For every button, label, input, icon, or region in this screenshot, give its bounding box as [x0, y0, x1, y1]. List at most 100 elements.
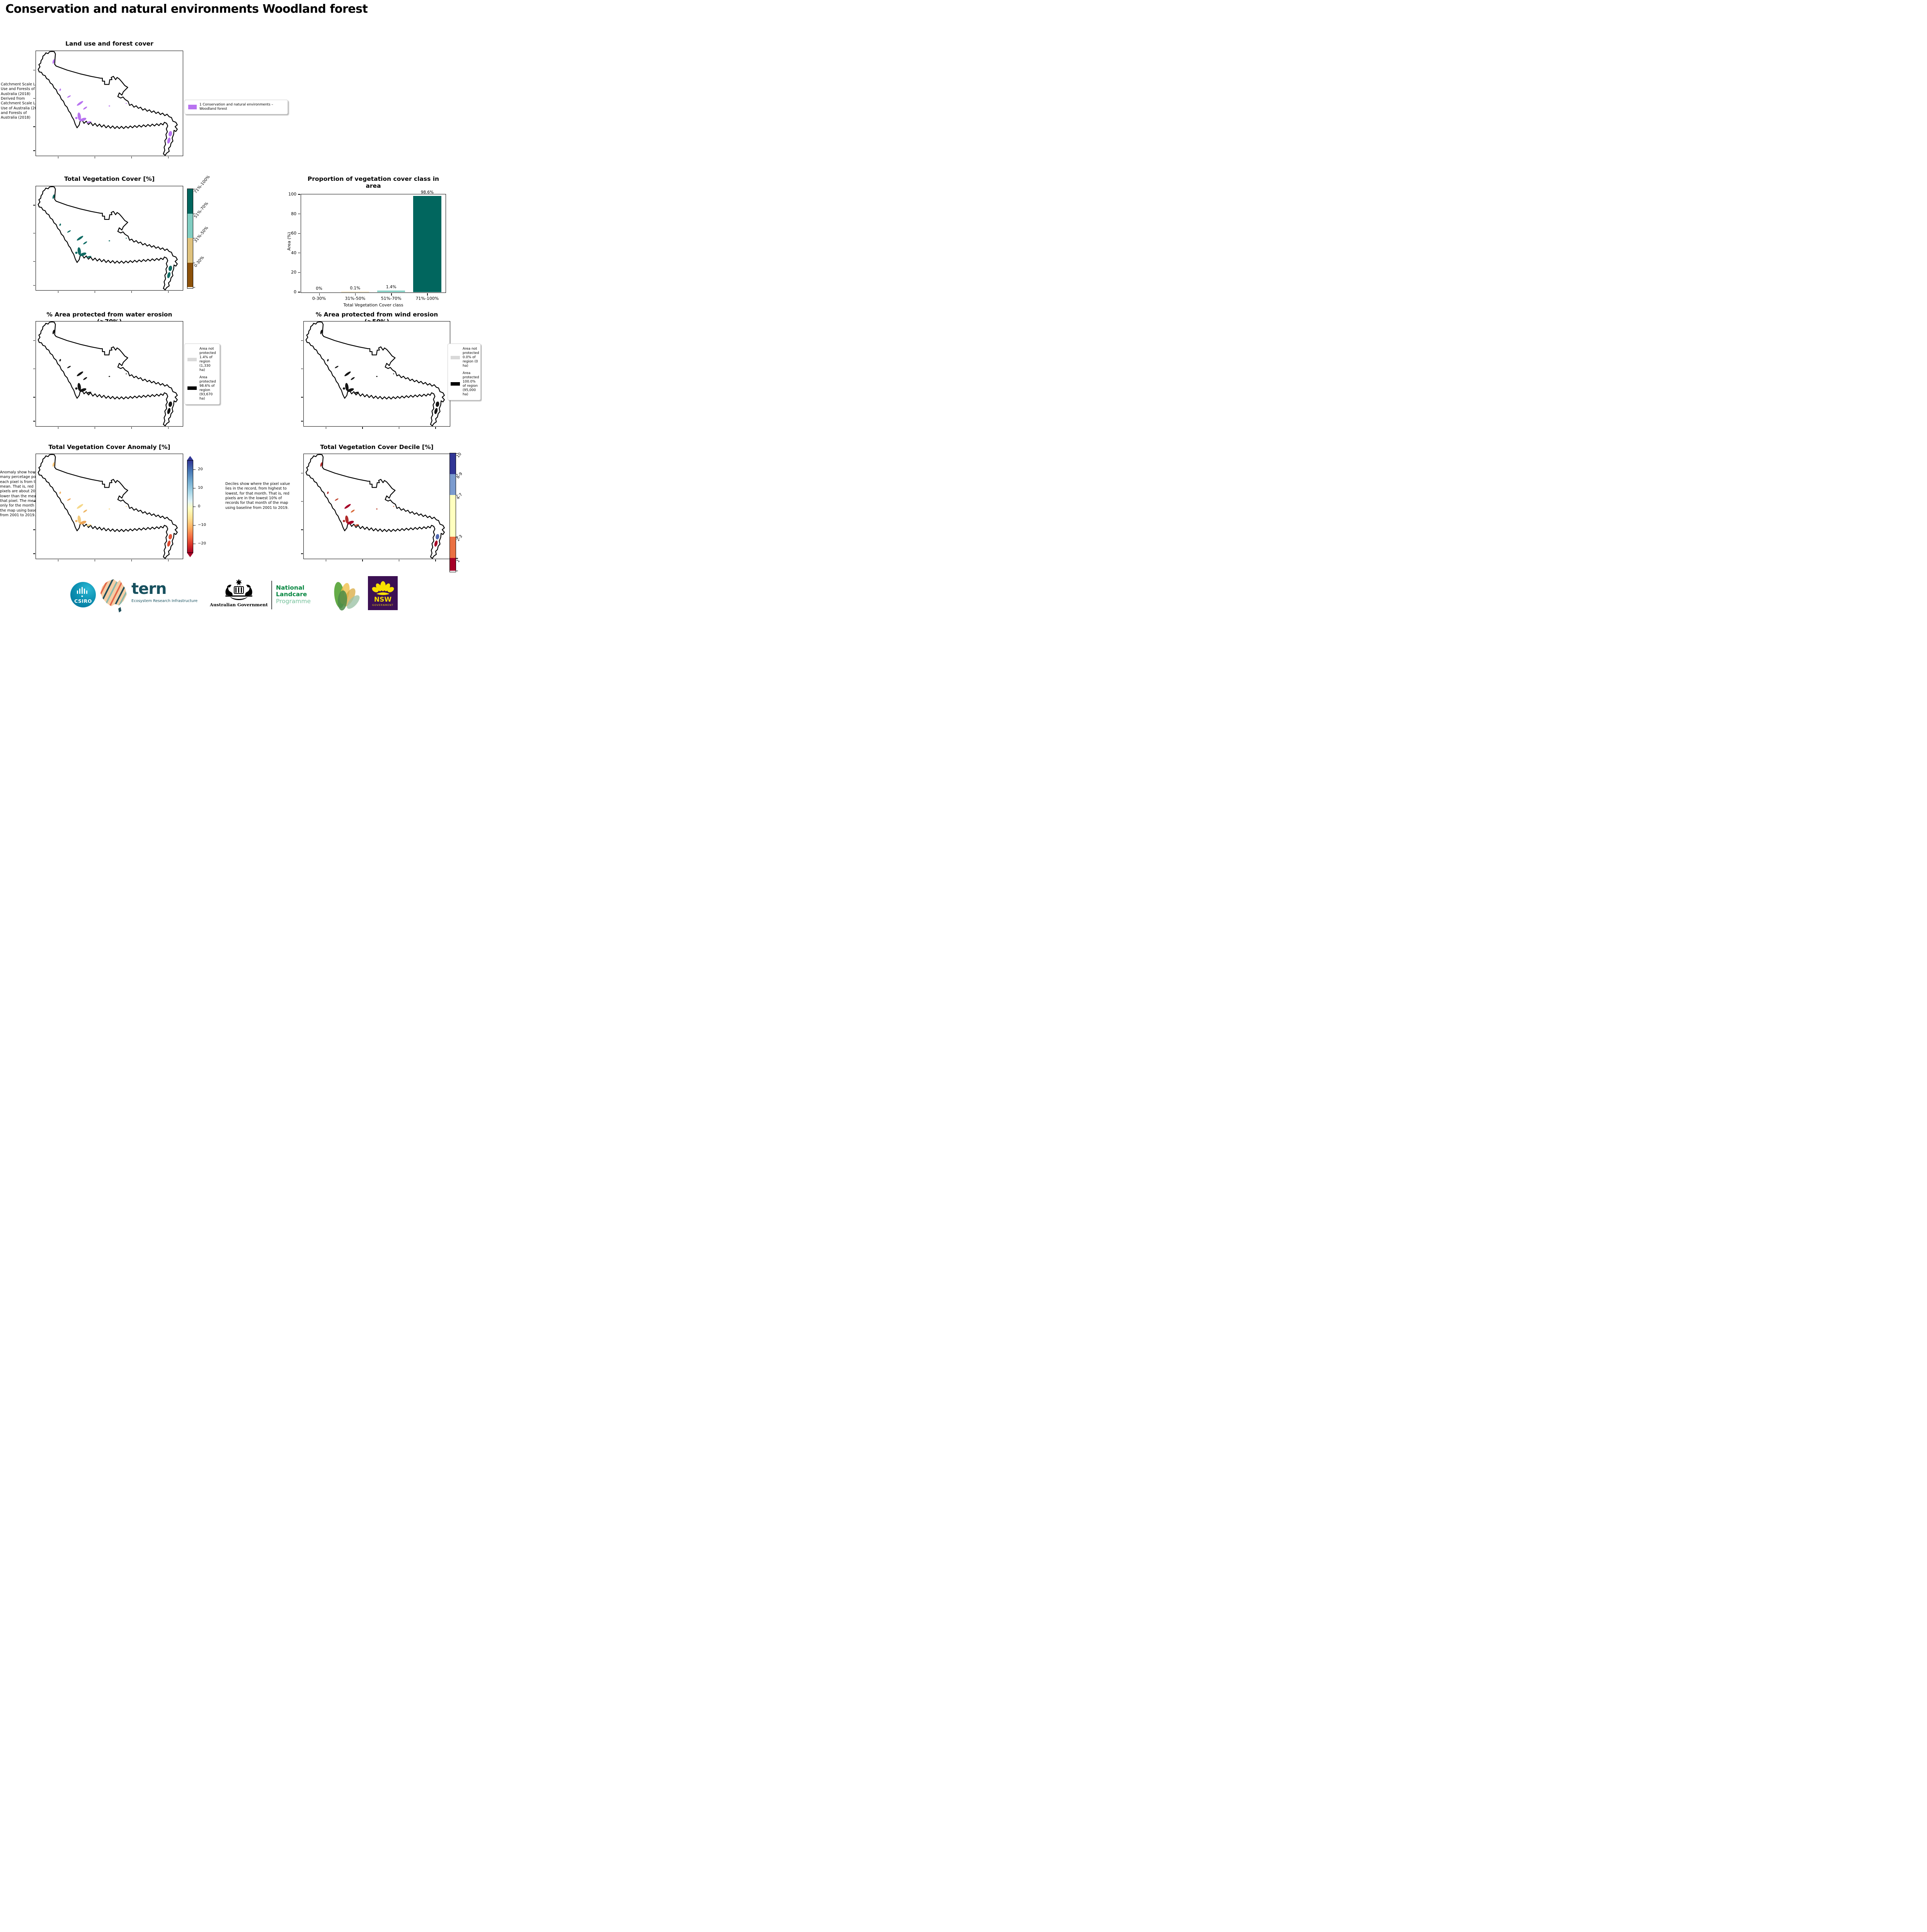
- vegcover-colorbar-label: 0-30%: [193, 255, 205, 268]
- wind-raster-patch: [354, 391, 359, 394]
- y-axis-tick: [33, 150, 35, 151]
- x-axis-tick: [131, 560, 132, 561]
- decile-raster-patch: [342, 520, 345, 522]
- landuse-raster-patch: [86, 121, 92, 123]
- landuse-legend-label: 1 Conservation and natural environments …: [199, 103, 273, 111]
- vegcover-colorbar-segment: [187, 189, 193, 214]
- vegcover-colorbar-label: 31%-50%: [193, 225, 209, 243]
- anomaly-colorbar-tick: [193, 525, 196, 526]
- vegcover-raster-patch: [52, 194, 55, 199]
- anomaly-raster-patch: [109, 508, 110, 510]
- water-raster-patch: [67, 366, 71, 368]
- y-axis-tick: [33, 98, 35, 99]
- chart-x-tick: [391, 293, 392, 296]
- anomaly-colorbar-gradient: [187, 460, 193, 553]
- chart-y-tick: [298, 233, 300, 234]
- nlp-line-programme: Programme: [276, 597, 311, 605]
- anomaly-map: [33, 454, 183, 561]
- wind-legend-swatch-notprotected: [451, 355, 460, 359]
- x-axis-tick: [131, 156, 132, 158]
- chart-y-tick-label: 20: [291, 270, 296, 275]
- wind-catchment-outline: [305, 321, 445, 426]
- vegcover-raster-patch: [169, 265, 172, 271]
- wind-raster-patch: [393, 373, 394, 374]
- decile-raster-patch: [347, 520, 354, 525]
- decile-colorbar-segment: [450, 495, 456, 537]
- chart-title: Proportion of vegetation cover class in …: [307, 175, 439, 189]
- tern-wordmark: tern: [131, 580, 167, 598]
- landuse-raster-patch: [77, 101, 83, 106]
- decile-colorbar: 10 8-9 4-7 2-3 1: [449, 452, 463, 572]
- anomaly-colorbar-tick-label: 0: [198, 504, 201, 509]
- chart-ylabel: Area (%): [286, 232, 292, 251]
- y-axis-tick: [301, 529, 303, 530]
- y-axis-tick: [33, 340, 35, 341]
- x-axis-tick: [168, 156, 169, 158]
- wind-raster-patch: [436, 401, 439, 407]
- decile-raster-patch: [354, 524, 359, 526]
- y-axis-tick: [33, 529, 35, 530]
- anomaly-colorbar-top-arrow: [187, 456, 193, 460]
- anomaly-raster-patch: [79, 520, 87, 525]
- decile-raster-patch: [436, 534, 439, 540]
- decile-raster-patch: [344, 504, 351, 509]
- landuse-raster-patch: [83, 106, 87, 110]
- landuse-side-note: Catchment Scale Land Use and Forests of …: [1, 82, 43, 120]
- australian-government-logo: Australian Government: [208, 578, 270, 607]
- anomaly-colorbar-tick-label: 10: [198, 486, 203, 490]
- chart-x-tick: [355, 293, 356, 296]
- chart-x-tick-label: 0-30%: [312, 296, 326, 301]
- vegcover-colorbar-segment: [187, 262, 193, 287]
- vegcover-colorbar-label: 71%-100%: [193, 174, 211, 194]
- decile-map: [301, 454, 450, 561]
- anomaly-colorbar-tick-label: −20: [198, 541, 206, 546]
- x-axis-tick: [362, 560, 363, 561]
- wind-legend-label-notprotected: Area not protected 0.0% of region (0 ha): [463, 347, 479, 368]
- nsw-government-label: GOVERNMENT: [372, 604, 394, 607]
- landuse-legend-swatch: [188, 104, 197, 109]
- wind-raster-patch: [344, 371, 351, 376]
- water-raster-patch: [83, 377, 87, 380]
- landuse-panel-title: Land use and forest cover: [65, 40, 153, 47]
- vegcover-raster-patch: [77, 236, 83, 241]
- decile-raster-patch: [320, 462, 323, 467]
- wind-raster-patch: [434, 408, 438, 414]
- water-raster-patch: [77, 383, 81, 391]
- chart-x-tick-label: 31%-50%: [345, 296, 366, 301]
- vegcover-catchment-outline: [37, 186, 178, 290]
- y-axis-tick: [33, 285, 35, 286]
- landuse-raster-patch: [169, 131, 172, 137]
- nsw-waratah-icon: [372, 581, 394, 595]
- vegcover-raster-patch: [77, 247, 81, 255]
- anomaly-raster-patch: [86, 524, 92, 526]
- water-raster-patch: [109, 376, 110, 377]
- chart-x-tick-label: 51%-70%: [381, 296, 402, 301]
- vegcover-raster-patch: [59, 223, 61, 226]
- y-axis-tick: [33, 501, 35, 502]
- decile-colorbar-label: 8-9: [455, 471, 464, 480]
- anomaly-raster-patch: [169, 534, 172, 540]
- water-raster-patch: [169, 401, 172, 407]
- csiro-logo: CSIRO: [70, 582, 96, 607]
- csiro-wave-icon: [77, 587, 87, 597]
- vegcover-colorbar-segment: [187, 238, 193, 263]
- tern-subtitle: Ecosystem Research Infrastructure: [131, 599, 198, 603]
- anomaly-colorbar: 20 10 0 −10 −20: [187, 456, 206, 557]
- chart-y-tick-label: 40: [291, 250, 296, 255]
- decile-raster-patch: [434, 540, 438, 547]
- landuse-catchment-outline: [37, 51, 178, 156]
- tern-australia-art-icon: [100, 579, 127, 612]
- australian-government-label: Australian Government: [209, 602, 268, 607]
- x-axis-tick: [131, 427, 132, 429]
- csiro-wordmark: CSIRO: [74, 598, 92, 604]
- chart-bar-value-label: 0.1%: [350, 286, 361, 291]
- wind-legend-label-protected: Area protected 100.0% of region (95,000 …: [463, 371, 479, 396]
- anomaly-raster-patch: [77, 504, 83, 509]
- wind-raster-patch: [376, 376, 378, 377]
- vegcover-colorbar-segment: [187, 213, 193, 238]
- vegcover-colorbar: 71%-100% 51%-70% 31%-50% 0-30%: [187, 175, 211, 289]
- x-axis-tick: [168, 560, 169, 561]
- decile-raster-patch: [351, 509, 355, 513]
- y-axis-tick: [33, 553, 35, 554]
- wind-raster-patch: [327, 359, 329, 362]
